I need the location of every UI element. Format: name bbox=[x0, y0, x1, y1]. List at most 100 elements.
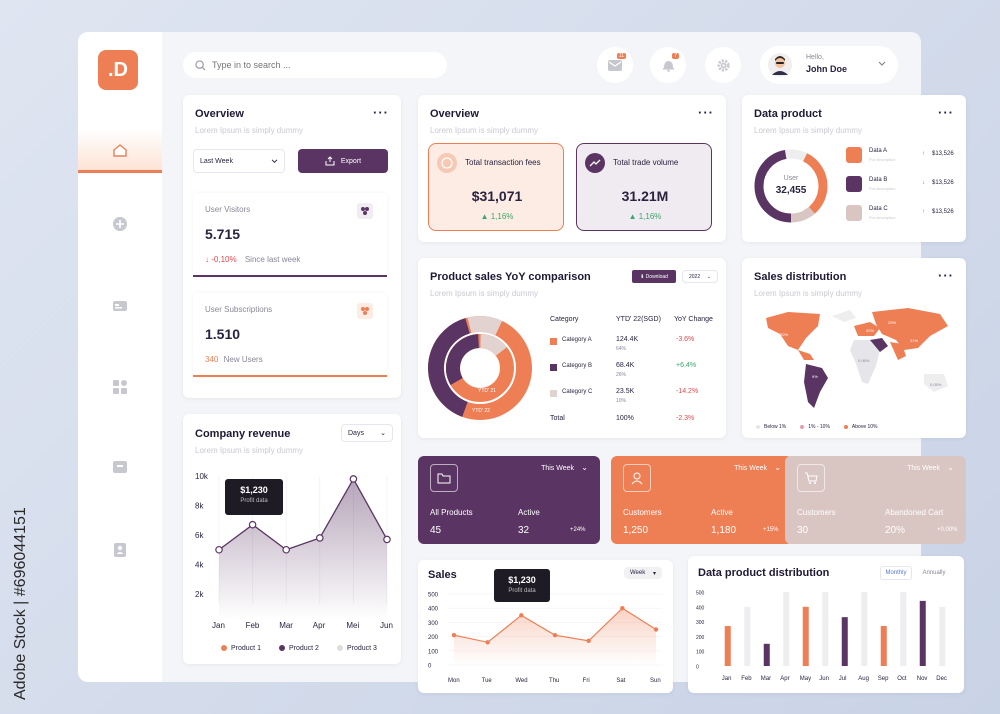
sales-point[interactable] bbox=[653, 627, 659, 632]
tab-annually[interactable]: Annually bbox=[922, 570, 946, 576]
search-input[interactable] bbox=[212, 60, 412, 70]
more-icon[interactable]: ··· bbox=[938, 268, 954, 283]
bar[interactable] bbox=[880, 626, 887, 666]
stat-period[interactable]: This Week bbox=[907, 465, 940, 472]
revenue-tooltip-label: Profit data bbox=[240, 498, 268, 504]
sales-point[interactable] bbox=[586, 638, 591, 644]
y-tick-label: 0 bbox=[696, 665, 699, 671]
visitors-delta-row: ↓ -0,10% Since last week bbox=[205, 255, 300, 264]
user-menu[interactable]: Hello, John Doe bbox=[760, 46, 898, 84]
revenue-point[interactable] bbox=[349, 475, 358, 483]
sales-period-select[interactable]: Week ▾ bbox=[624, 567, 662, 579]
sidebar-item-apps[interactable] bbox=[78, 365, 162, 409]
chevron-down-icon[interactable]: ⌄ bbox=[774, 463, 781, 472]
sidebar-item-cards[interactable] bbox=[78, 284, 162, 328]
revenue-period-select[interactable]: Days ⌄ bbox=[341, 424, 393, 442]
sidebar-item-add[interactable] bbox=[78, 202, 162, 246]
period-select[interactable]: Last Week bbox=[193, 149, 285, 173]
category-share: 26% bbox=[616, 372, 627, 378]
total-label: Total bbox=[550, 415, 565, 422]
y-tick-label: 200 bbox=[428, 635, 439, 641]
sales-tooltip-label: Profit data bbox=[508, 588, 536, 594]
bar[interactable] bbox=[802, 606, 809, 666]
sales-card: Sales Week ▾ 500 400 300 200 100 0 Mon Tue Wed Thu… bbox=[418, 560, 673, 693]
revenue-point[interactable] bbox=[248, 520, 257, 529]
sales-point[interactable] bbox=[519, 613, 524, 618]
id-card-icon bbox=[113, 301, 127, 311]
chevron-down-icon[interactable]: ⌄ bbox=[947, 463, 954, 472]
export-button[interactable]: Export bbox=[298, 149, 388, 173]
subscriptions-count: 340 bbox=[205, 355, 219, 364]
volume-value: 31.21M bbox=[621, 188, 669, 204]
chevron-down-icon[interactable]: ⌄ bbox=[581, 463, 588, 472]
notifications-button[interactable]: 7 bbox=[650, 47, 686, 83]
down-arrow-icon: ↓ bbox=[205, 255, 209, 264]
y-tick-label: 200 bbox=[696, 635, 705, 641]
sidebar-item-archive[interactable] bbox=[78, 445, 162, 489]
col-header-change: YoY Change bbox=[674, 316, 713, 323]
data-product-title: Data product bbox=[754, 108, 822, 120]
data-item-desc: Put description bbox=[869, 186, 896, 191]
donut-segment-a bbox=[754, 149, 828, 223]
x-tick-label: Sun bbox=[650, 678, 661, 684]
sales-point[interactable] bbox=[451, 632, 457, 638]
category-share: 64% bbox=[616, 346, 627, 352]
coin-icon bbox=[437, 153, 457, 173]
avatar bbox=[768, 53, 792, 77]
overview-mid-title: Overview bbox=[430, 108, 479, 120]
revenue-point[interactable] bbox=[316, 534, 324, 542]
stat-period[interactable]: This Week bbox=[734, 465, 767, 472]
sidebar-item-contacts[interactable] bbox=[78, 528, 162, 572]
y-tick-label: 4k bbox=[195, 561, 204, 570]
watermark: Adobe Stock | #696044151 bbox=[12, 507, 29, 700]
mail-button[interactable]: 11 bbox=[597, 47, 633, 83]
sales-yoy-donut: YTD' 21 YTD' 22 bbox=[428, 316, 532, 420]
map-label-asia: 31% bbox=[910, 338, 918, 343]
revenue-point[interactable] bbox=[383, 535, 391, 544]
sales-tooltip-value: $1,230 bbox=[508, 575, 536, 585]
more-icon[interactable]: ··· bbox=[373, 105, 389, 120]
map-label-af: 0.06% bbox=[858, 358, 870, 363]
chevron-down-icon bbox=[271, 158, 278, 163]
sales-point[interactable] bbox=[485, 640, 490, 645]
visitors-delta: -0,10% bbox=[211, 255, 237, 264]
more-icon[interactable]: ··· bbox=[938, 105, 954, 120]
map-label-au: 0.05% bbox=[930, 382, 942, 387]
export-label: Export bbox=[340, 157, 362, 165]
bar[interactable] bbox=[763, 643, 770, 666]
sidebar-item-home[interactable] bbox=[78, 129, 162, 173]
data-item-icon bbox=[846, 205, 862, 221]
x-tick-label: Mar bbox=[761, 676, 771, 682]
map-label-eu: 29% bbox=[888, 320, 896, 325]
fees-delta-row: ▲ 1,16% bbox=[429, 212, 565, 221]
bar-background bbox=[783, 592, 790, 666]
data-item-value: $13,526 bbox=[932, 151, 954, 157]
year-select[interactable]: 2022 ⌄ bbox=[682, 270, 718, 283]
category-value: 23.5K bbox=[616, 388, 635, 395]
sales-yoy-title: Product sales YoY comparison bbox=[430, 271, 591, 283]
sales-distribution-title: Sales distribution bbox=[754, 271, 847, 283]
bar-background bbox=[939, 606, 946, 666]
stat-period[interactable]: This Week bbox=[541, 465, 574, 472]
revenue-point[interactable] bbox=[215, 545, 223, 554]
category-share: 10% bbox=[616, 398, 627, 404]
settings-button[interactable] bbox=[705, 47, 741, 83]
revenue-point[interactable] bbox=[282, 545, 291, 554]
overview-left-card: Overview ··· Lorem Ipsum is simply dummy… bbox=[183, 95, 401, 398]
company-revenue-chart: 10k 8k 6k 4k 2k Jan Feb Mar Apr Mei Jun bbox=[195, 472, 393, 630]
category-swatch bbox=[550, 364, 557, 371]
x-tick-label: Jun bbox=[819, 676, 829, 682]
sales-point[interactable] bbox=[552, 632, 558, 638]
more-icon[interactable]: ··· bbox=[698, 105, 714, 120]
tab-monthly[interactable]: Monthly bbox=[880, 566, 912, 580]
bar[interactable] bbox=[919, 600, 926, 666]
overview-left-subtitle: Lorem Ipsum is simply dummy bbox=[195, 126, 304, 135]
bar[interactable] bbox=[724, 626, 731, 666]
sales-point[interactable] bbox=[620, 606, 625, 611]
download-button[interactable]: ⬇ Download bbox=[632, 270, 676, 283]
bar[interactable] bbox=[841, 617, 848, 666]
search-bar[interactable] bbox=[183, 52, 447, 78]
bell-badge: 7 bbox=[672, 53, 679, 59]
visitors-value: 5.715 bbox=[205, 226, 241, 242]
stat-value-2: 32 bbox=[518, 525, 530, 536]
